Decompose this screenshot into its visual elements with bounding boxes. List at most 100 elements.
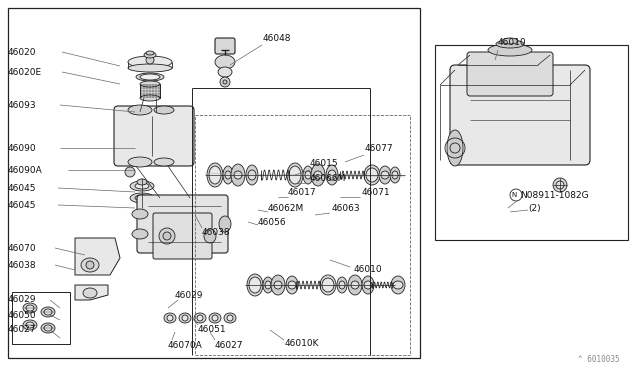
Text: 46010K: 46010K — [285, 339, 319, 347]
Circle shape — [274, 281, 282, 289]
Ellipse shape — [271, 275, 285, 295]
Ellipse shape — [194, 313, 206, 323]
Bar — [8, 8, 420, 358]
Text: 46029: 46029 — [8, 295, 36, 305]
Circle shape — [314, 171, 322, 179]
Ellipse shape — [41, 307, 55, 317]
Text: (2): (2) — [528, 203, 541, 212]
Circle shape — [163, 232, 171, 240]
Ellipse shape — [289, 166, 301, 184]
Ellipse shape — [288, 281, 296, 289]
Text: 46027: 46027 — [8, 326, 36, 334]
Circle shape — [556, 181, 564, 189]
Polygon shape — [75, 238, 120, 275]
Ellipse shape — [154, 106, 174, 114]
Ellipse shape — [392, 171, 398, 179]
Ellipse shape — [128, 56, 172, 68]
Text: 46066M: 46066M — [310, 173, 346, 183]
Ellipse shape — [364, 281, 372, 289]
Ellipse shape — [488, 44, 532, 56]
Ellipse shape — [23, 320, 37, 330]
FancyBboxPatch shape — [467, 52, 553, 96]
Text: 46010: 46010 — [354, 266, 383, 275]
Text: 46050: 46050 — [8, 311, 36, 320]
Ellipse shape — [44, 309, 52, 315]
Ellipse shape — [247, 274, 263, 296]
Ellipse shape — [204, 229, 216, 243]
Text: 46090A: 46090A — [8, 166, 43, 174]
Ellipse shape — [140, 95, 160, 101]
Ellipse shape — [364, 165, 380, 185]
Ellipse shape — [447, 130, 463, 166]
Bar — [140, 84, 160, 98]
Ellipse shape — [215, 55, 235, 69]
Ellipse shape — [379, 166, 391, 184]
FancyBboxPatch shape — [153, 213, 212, 259]
Ellipse shape — [225, 171, 231, 179]
Ellipse shape — [212, 315, 218, 321]
Ellipse shape — [128, 64, 172, 72]
Circle shape — [220, 77, 230, 87]
Ellipse shape — [136, 73, 164, 81]
Ellipse shape — [348, 275, 362, 295]
Circle shape — [450, 143, 460, 153]
Ellipse shape — [140, 74, 160, 80]
Ellipse shape — [146, 51, 154, 55]
Ellipse shape — [164, 313, 176, 323]
FancyBboxPatch shape — [450, 65, 590, 165]
Ellipse shape — [209, 166, 221, 184]
Text: 46020E: 46020E — [8, 67, 42, 77]
Ellipse shape — [496, 40, 524, 48]
Ellipse shape — [393, 281, 403, 289]
Text: 46070: 46070 — [8, 244, 36, 253]
Ellipse shape — [44, 325, 52, 331]
Ellipse shape — [207, 163, 223, 187]
Ellipse shape — [322, 278, 334, 292]
Text: 46077: 46077 — [365, 144, 394, 153]
Text: 46048: 46048 — [263, 33, 291, 42]
Text: 46027: 46027 — [215, 340, 243, 350]
Text: 46090: 46090 — [8, 144, 36, 153]
Circle shape — [86, 261, 94, 269]
Ellipse shape — [137, 179, 147, 185]
Ellipse shape — [362, 276, 374, 294]
Ellipse shape — [223, 166, 233, 184]
Ellipse shape — [305, 171, 311, 179]
Ellipse shape — [144, 52, 156, 58]
Ellipse shape — [248, 170, 256, 180]
Ellipse shape — [182, 315, 188, 321]
Ellipse shape — [303, 166, 313, 184]
Ellipse shape — [209, 313, 221, 323]
Ellipse shape — [197, 315, 203, 321]
Ellipse shape — [381, 171, 389, 179]
FancyBboxPatch shape — [137, 195, 228, 253]
Ellipse shape — [135, 195, 149, 201]
Ellipse shape — [502, 38, 518, 44]
Ellipse shape — [132, 209, 148, 219]
Text: 46093: 46093 — [8, 100, 36, 109]
Circle shape — [234, 171, 242, 179]
Circle shape — [351, 281, 359, 289]
Ellipse shape — [140, 81, 160, 87]
Ellipse shape — [23, 303, 37, 313]
Ellipse shape — [135, 183, 149, 189]
Text: ^ 6010035: ^ 6010035 — [579, 356, 620, 365]
Ellipse shape — [286, 276, 298, 294]
Ellipse shape — [390, 167, 400, 183]
Ellipse shape — [246, 165, 258, 185]
Text: 46045: 46045 — [8, 183, 36, 192]
Text: 46071: 46071 — [362, 187, 390, 196]
Ellipse shape — [337, 277, 347, 293]
Ellipse shape — [326, 165, 338, 185]
Ellipse shape — [130, 181, 154, 191]
Ellipse shape — [219, 216, 231, 232]
Circle shape — [223, 80, 227, 84]
FancyBboxPatch shape — [114, 106, 194, 166]
Text: 46056: 46056 — [258, 218, 287, 227]
Ellipse shape — [154, 158, 174, 166]
Ellipse shape — [320, 275, 336, 295]
Ellipse shape — [231, 164, 245, 186]
Ellipse shape — [366, 168, 378, 182]
Ellipse shape — [41, 323, 55, 333]
Ellipse shape — [128, 157, 152, 167]
